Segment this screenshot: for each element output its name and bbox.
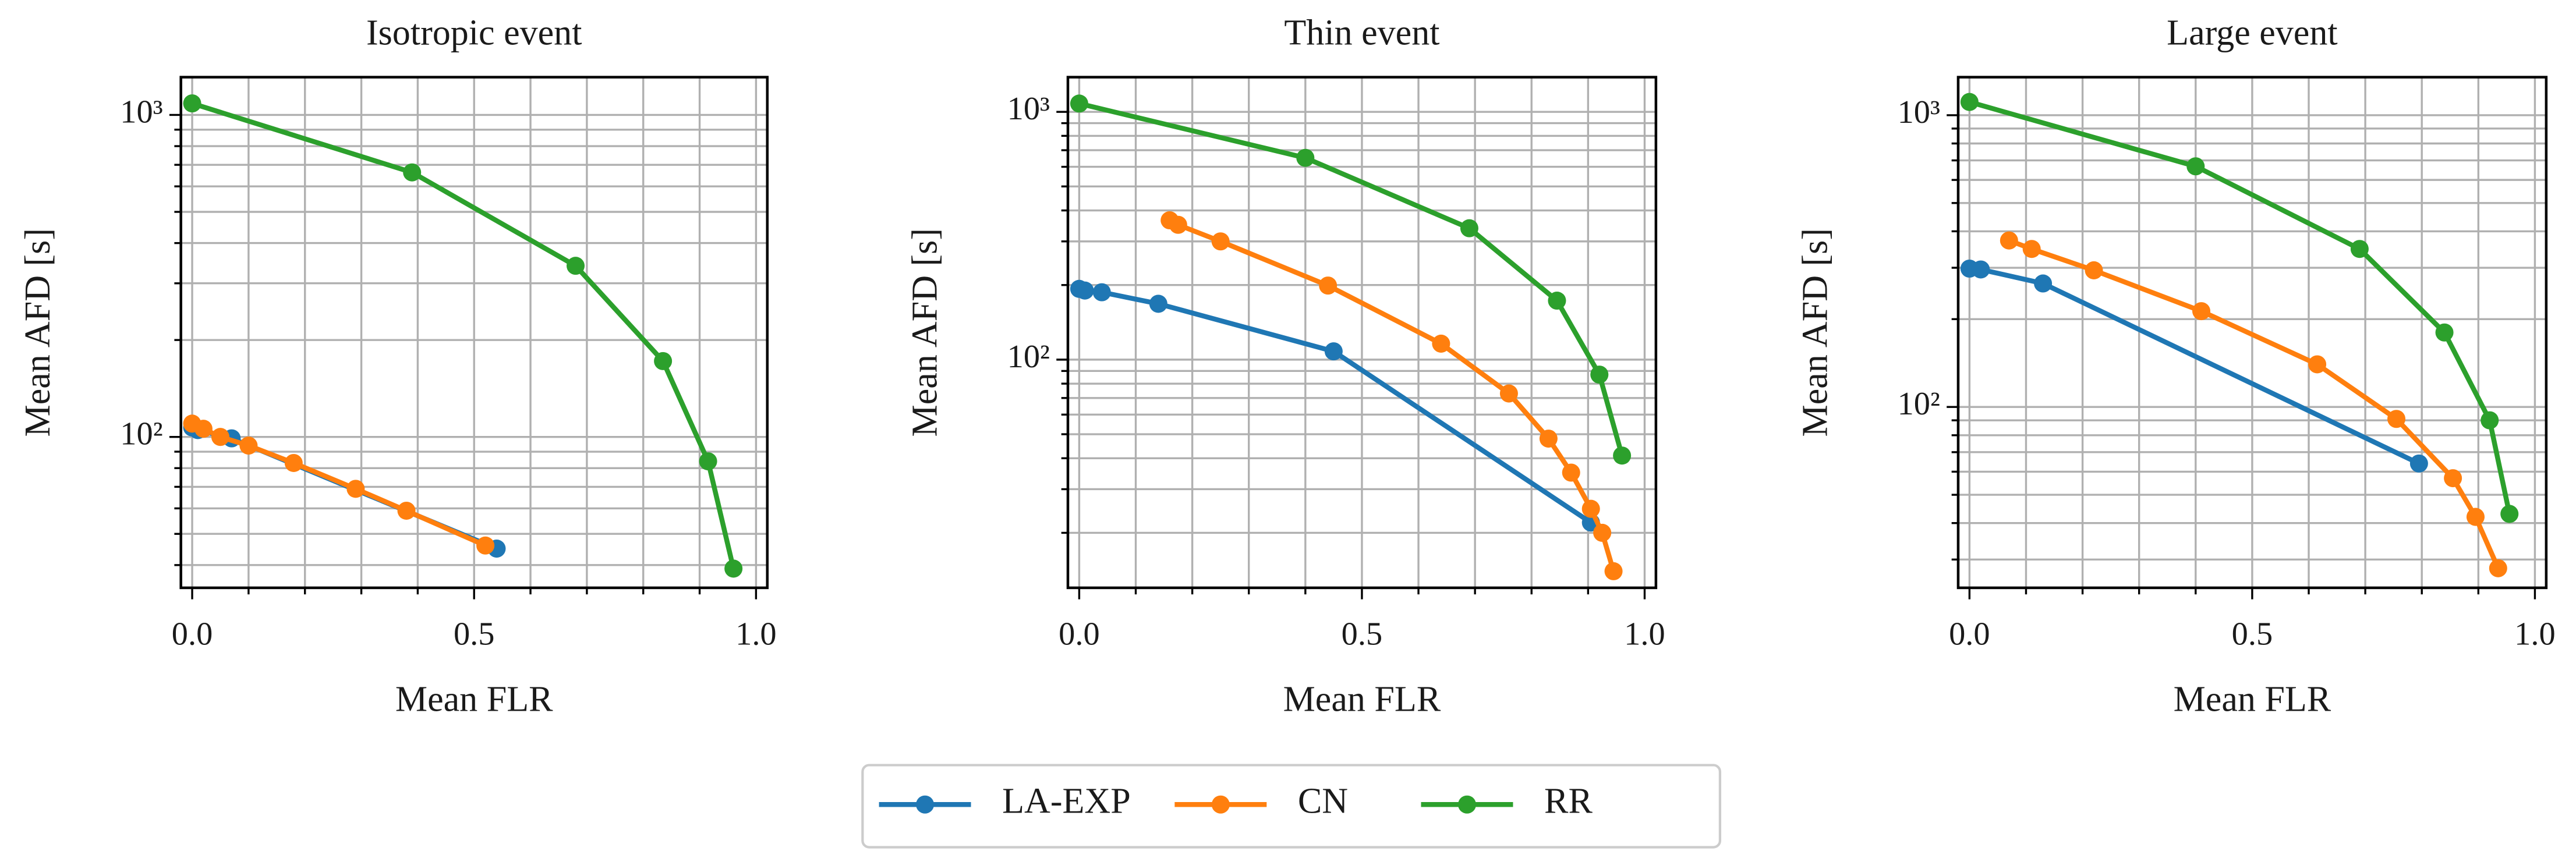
data-point (2034, 274, 2053, 293)
data-point (654, 352, 673, 370)
data-point (1092, 283, 1111, 301)
x-tick-label: 1.0 (2514, 616, 2556, 652)
subplot-title: Isotropic event (366, 13, 582, 52)
data-point (2435, 323, 2454, 342)
y-axis-label: Mean AFD [s] (1795, 228, 1835, 437)
data-point (1296, 148, 1315, 167)
data-point (1324, 342, 1343, 361)
subplot-title: Thin event (1284, 13, 1439, 52)
data-point (2192, 302, 2211, 321)
data-point (1070, 94, 1088, 113)
data-point (2308, 355, 2327, 374)
x-axis-label: Mean FLR (2174, 680, 2331, 719)
plot-frame (1956, 76, 2548, 590)
data-point (2444, 469, 2462, 488)
data-point (1499, 384, 1518, 403)
data-point (284, 453, 303, 472)
data-point (2481, 411, 2499, 430)
data-point (2022, 240, 2041, 258)
data-point (2000, 231, 2018, 250)
data-point (1319, 276, 1337, 295)
data-point (1211, 232, 1230, 251)
y-tick-label: 10² (1007, 339, 1050, 375)
data-point (1075, 281, 1094, 300)
series-line (1078, 286, 1593, 525)
data-point (403, 163, 422, 182)
data-point (1972, 260, 1990, 279)
data-point (2186, 157, 2205, 176)
x-tick-label: 0.5 (454, 616, 495, 652)
data-point (2409, 454, 2428, 473)
data-point (1960, 93, 1979, 111)
x-tick-label: 0.0 (1949, 616, 1990, 652)
data-point (2489, 559, 2507, 577)
data-point (346, 480, 365, 498)
legend-label: LA-EXP (1002, 782, 1131, 821)
data-point (1432, 334, 1450, 353)
y-axis-label: Mean AFD [s] (905, 228, 944, 437)
data-point (1460, 219, 1478, 237)
y-tick-label: 10² (120, 416, 162, 452)
data-point (1548, 292, 1566, 310)
data-point (699, 452, 717, 471)
y-tick-label: 10³ (1007, 91, 1050, 127)
data-point (724, 559, 743, 578)
x-tick-label: 0.5 (1342, 616, 1383, 652)
data-point (567, 257, 585, 275)
series-line (1168, 218, 1616, 572)
series-line (1078, 101, 1625, 456)
data-point (2350, 240, 2369, 258)
subplot: Thin event 0.0 0.5 1.0 10² 10³ Mean FLR Mean AF… (905, 13, 1665, 719)
y-tick-label: 10³ (120, 94, 162, 130)
legend-label: RR (1544, 782, 1593, 821)
legend-marker (1457, 795, 1476, 814)
data-point (1149, 295, 1167, 313)
plot-frame (1066, 76, 1658, 590)
x-axis-label: Mean FLR (1283, 680, 1441, 719)
x-tick-label: 1.0 (1624, 616, 1665, 652)
data-point (1539, 430, 1558, 448)
series-line (1969, 100, 2512, 515)
x-axis-label: Mean FLR (395, 680, 553, 719)
data-point (1593, 523, 1612, 542)
x-tick-label: 0.0 (172, 616, 213, 652)
plot-frame (179, 76, 769, 590)
data-point (194, 420, 213, 438)
series-line (191, 101, 736, 569)
data-point (397, 501, 416, 520)
data-point (239, 437, 258, 455)
data-point (211, 428, 229, 446)
data-point (2387, 410, 2406, 428)
subplot-title: Large event (2167, 13, 2337, 52)
data-point (2085, 261, 2103, 279)
y-tick-label: 10³ (1898, 94, 1940, 130)
legend-marker (916, 795, 935, 814)
x-tick-label: 0.0 (1059, 616, 1100, 652)
data-point (1169, 215, 1187, 234)
data-point (1581, 499, 1600, 518)
legend-marker (1211, 795, 1230, 814)
data-point (1590, 366, 1609, 384)
data-point (1604, 562, 1623, 580)
data-point (1562, 463, 1580, 482)
data-point (183, 94, 201, 113)
data-point (476, 536, 495, 555)
legend-label: CN (1298, 782, 1348, 821)
x-tick-label: 0.5 (2232, 616, 2273, 652)
y-axis-label: Mean AFD [s] (18, 228, 58, 437)
x-tick-label: 1.0 (735, 616, 777, 652)
data-point (2500, 505, 2519, 523)
legend-box (861, 764, 1722, 849)
data-point (1613, 446, 1632, 465)
subplot: Large event 0.0 0.5 1.0 10² 10³ Mean FLR Mean A… (1795, 13, 2555, 719)
data-point (2466, 508, 2485, 526)
subplot: Isotropic event 0.0 0.5 1.0 10² 10³ Mean FLR Me… (18, 13, 777, 719)
y-tick-label: 10² (1898, 386, 1940, 422)
